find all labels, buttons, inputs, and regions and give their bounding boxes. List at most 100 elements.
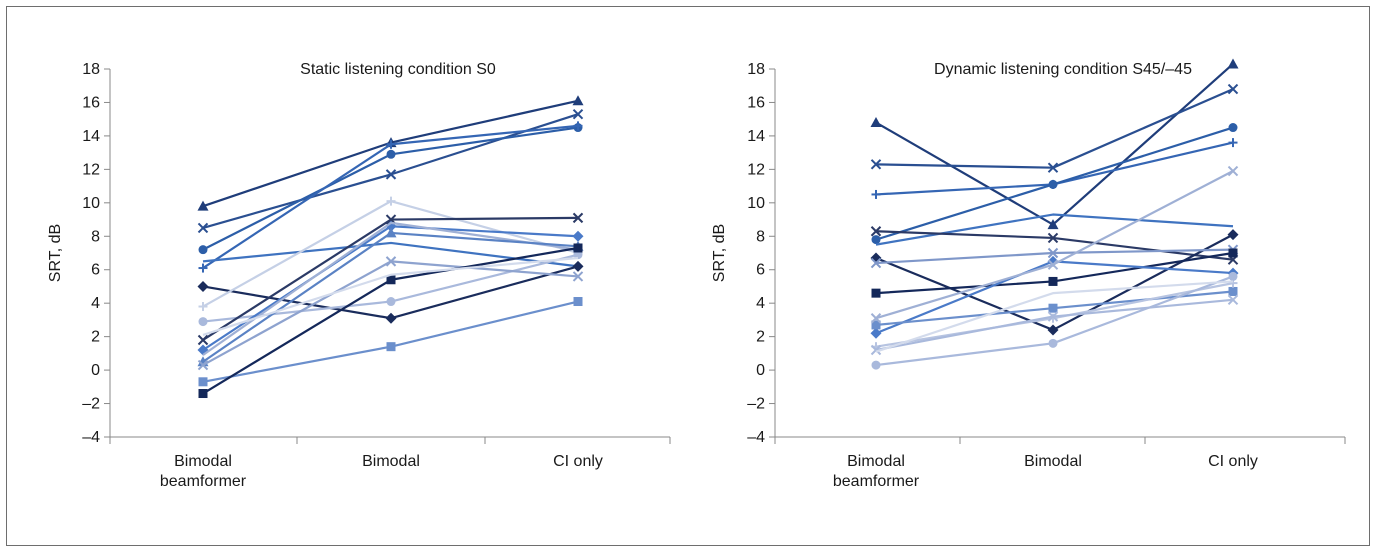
data-point xyxy=(197,200,209,211)
series-line-7 xyxy=(870,229,1239,336)
chart-title: Static listening condition S0 xyxy=(300,61,496,78)
data-point xyxy=(197,334,209,346)
series-line-11 xyxy=(202,221,579,356)
data-point xyxy=(1227,58,1239,69)
data-point xyxy=(1227,165,1239,177)
y-tick-label: 6 xyxy=(91,262,100,279)
y-tick-label: 12 xyxy=(82,161,100,178)
data-point xyxy=(1228,123,1238,133)
series-line-9 xyxy=(871,248,1238,298)
y-tick-label: –4 xyxy=(82,429,100,446)
data-point xyxy=(573,297,583,307)
data-point xyxy=(572,260,584,272)
data-point xyxy=(572,108,584,120)
data-point xyxy=(385,312,397,324)
series-path xyxy=(875,213,1234,246)
y-tick-label: 18 xyxy=(747,61,765,78)
chart-panel-1: Static listening condition S0 SRT, dB –4 –2… xyxy=(47,61,671,490)
data-point xyxy=(386,342,396,352)
data-point xyxy=(386,149,396,159)
series-path xyxy=(202,200,579,308)
y-tick-label: 10 xyxy=(82,195,100,212)
series-line-2 xyxy=(197,108,584,234)
data-point xyxy=(1048,276,1058,286)
series-line-16 xyxy=(875,280,1234,353)
y-tick-label: 8 xyxy=(91,228,100,245)
series-line-15 xyxy=(871,271,1238,370)
y-tick-label: 8 xyxy=(756,228,765,245)
y-tick-label: 12 xyxy=(747,161,765,178)
y-tick-label: 4 xyxy=(91,295,100,312)
chart-title: Dynamic listening condition S45/–45 xyxy=(934,61,1192,78)
data-point xyxy=(1047,232,1059,244)
data-point xyxy=(1227,83,1239,95)
data-point xyxy=(871,235,881,245)
x-category-label: Bimodal xyxy=(174,453,232,470)
y-tick-label: 4 xyxy=(756,295,765,312)
y-tick-label: 0 xyxy=(756,362,765,379)
data-point xyxy=(1047,324,1059,336)
data-point xyxy=(1047,259,1059,270)
data-point xyxy=(385,169,397,180)
data-point xyxy=(572,95,584,106)
data-point xyxy=(573,121,583,131)
data-point xyxy=(386,196,396,206)
data-point xyxy=(871,320,881,330)
data-point xyxy=(198,389,208,399)
data-point xyxy=(572,271,584,282)
y-tick-label: 14 xyxy=(747,128,765,145)
data-point xyxy=(870,257,882,269)
series-line-16 xyxy=(202,256,579,337)
data-point xyxy=(1227,229,1239,241)
data-point xyxy=(871,360,881,370)
series-path xyxy=(875,280,1234,353)
data-point xyxy=(1047,311,1059,322)
series-path xyxy=(202,225,579,351)
data-point xyxy=(198,263,208,273)
data-point xyxy=(1047,162,1059,173)
data-point xyxy=(572,230,584,242)
data-point xyxy=(1048,338,1058,348)
series-line-6 xyxy=(197,260,584,324)
series-line-4 xyxy=(871,123,1238,245)
data-point xyxy=(197,359,209,371)
x-category-label: beamformer xyxy=(160,473,247,490)
series-line-1 xyxy=(870,58,1239,230)
y-tick-label: 2 xyxy=(756,329,765,346)
data-point xyxy=(573,243,583,253)
data-point xyxy=(1228,286,1238,296)
x-category-label: CI only xyxy=(553,453,603,470)
data-point xyxy=(1227,294,1239,306)
y-axis-label: SRT, dB xyxy=(711,224,728,282)
data-point xyxy=(386,275,396,285)
x-category-label: CI only xyxy=(1208,453,1258,470)
y-tick-label: 10 xyxy=(747,195,765,212)
data-point xyxy=(386,139,396,149)
data-point xyxy=(870,313,882,324)
y-tick-label: –2 xyxy=(747,396,765,413)
y-tick-label: –2 xyxy=(82,396,100,413)
series-line-14 xyxy=(198,297,583,387)
y-tick-label: 2 xyxy=(91,329,100,346)
y-tick-label: 0 xyxy=(91,362,100,379)
x-category-label: Bimodal xyxy=(1024,453,1082,470)
data-point xyxy=(197,280,209,292)
data-point xyxy=(1048,303,1058,313)
x-category-label: Bimodal xyxy=(362,453,420,470)
x-category-label: Bimodal xyxy=(847,453,905,470)
series-line-11 xyxy=(871,286,1238,330)
x-category-label: beamformer xyxy=(833,473,920,490)
y-tick-label: 16 xyxy=(747,94,765,111)
series-line-4 xyxy=(198,121,583,273)
y-tick-label: 6 xyxy=(756,262,765,279)
data-point xyxy=(870,159,882,170)
y-tick-label: 18 xyxy=(82,61,100,78)
series-line-12 xyxy=(870,165,1239,324)
data-point xyxy=(870,327,882,339)
data-point xyxy=(1228,138,1238,148)
series-line-13 xyxy=(197,256,584,371)
data-point xyxy=(1047,247,1059,259)
data-point xyxy=(198,377,208,387)
data-point xyxy=(870,117,882,128)
